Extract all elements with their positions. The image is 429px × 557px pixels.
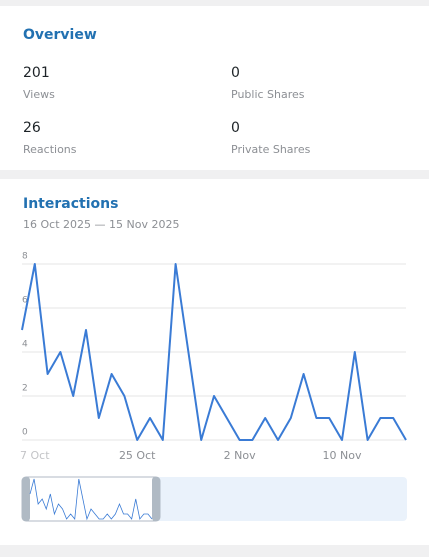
- y-tick-label: 4: [22, 340, 28, 350]
- x-tick-label: 2 Nov: [224, 449, 256, 462]
- navigator-selection[interactable]: [21, 476, 161, 522]
- overview-card: [0, 6, 429, 170]
- navigator-handle[interactable]: [22, 477, 30, 521]
- navigator-line: [29, 478, 153, 521]
- overview-title: Overview: [23, 27, 97, 43]
- line: [21, 263, 407, 441]
- y-tick-label: 8: [22, 252, 28, 262]
- chart-subtitle: 16 Oct 2025 — 15 Nov 2025: [23, 218, 179, 231]
- stat-label: Reactions: [23, 143, 77, 156]
- stat-value: 0: [231, 65, 240, 81]
- stat-value: 0: [231, 120, 240, 136]
- stat-label: Private Shares: [231, 143, 311, 156]
- stat-value: 201: [23, 65, 50, 81]
- chart-title: Interactions: [23, 196, 118, 212]
- x-tick-label: 10 Nov: [323, 449, 362, 462]
- stat-label: Views: [23, 88, 55, 101]
- stat-value: 26: [23, 120, 41, 136]
- x-tick-label: 7 Oct: [20, 449, 50, 462]
- navigator-handle[interactable]: [152, 477, 160, 521]
- y-tick-label: 0: [22, 428, 28, 438]
- y-tick-label: 2: [22, 384, 28, 394]
- x-tick-label: 25 Oct: [119, 449, 156, 462]
- y-tick-label: 6: [22, 296, 28, 306]
- stat-label: Public Shares: [231, 88, 305, 101]
